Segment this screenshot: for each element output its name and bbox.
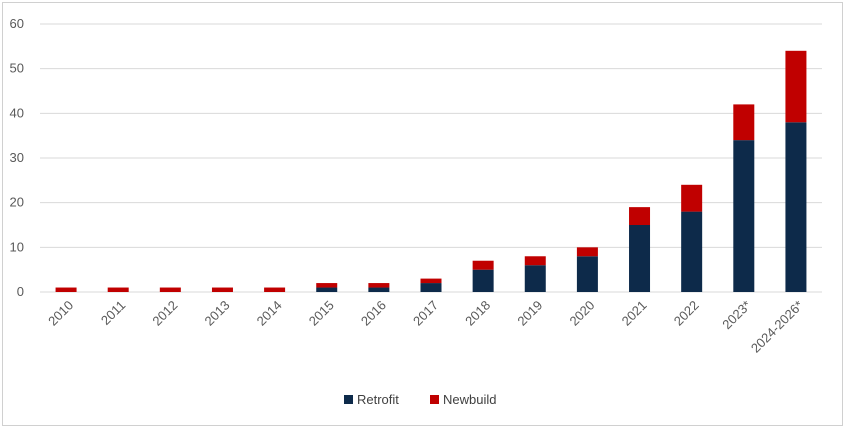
bar-newbuild-2023* [733,104,755,141]
bar-newbuild-2010 [55,287,77,292]
bar-retrofit-2016 [368,287,390,292]
legend: Retrofit Newbuild [344,392,496,407]
x-tick-label: 2018 [462,298,493,329]
bars [55,50,807,293]
y-tick-label: 40 [10,105,24,120]
bar-retrofit-2019 [524,265,546,292]
bar-newbuild-2011 [107,287,129,292]
bar-newbuild-2012 [159,287,181,292]
bar-retrofit-2018 [472,269,494,292]
bar-newbuild-2015 [316,283,338,288]
x-tick-label: 2012 [149,298,180,329]
bar-retrofit-2023* [733,140,755,292]
x-tick-label: 2010 [45,298,76,329]
x-tick-label: 2013 [202,298,233,329]
bar-newbuild-2022 [681,184,703,212]
bar-retrofit-2017 [420,283,442,292]
legend-swatch-newbuild [430,395,439,404]
bar-retrofit-2024-2026* [785,122,807,293]
x-tick-label: 2023* [719,298,754,333]
x-tick-label: 2014 [254,298,285,329]
legend-label-retrofit: Retrofit [357,392,399,407]
bar-retrofit-2022 [681,211,703,292]
bar-newbuild-2024-2026* [785,50,807,123]
bar-newbuild-2017 [420,278,442,284]
x-axis-tick-labels: 2010 2011 2012 2013 2014 2015 2016 2017 2018 2019… [45,298,806,356]
x-tick-label: 2016 [358,298,389,329]
x-tick-label: 2019 [514,298,545,329]
x-tick-label: 2022 [671,298,702,329]
x-tick-label: 2024-2026* [748,298,806,356]
bar-newbuild-2021 [629,207,651,225]
bar-newbuild-2013 [211,287,233,292]
y-tick-label: 50 [10,61,24,76]
chart-frame [2,2,843,426]
bar-newbuild-2018 [472,260,494,270]
x-tick-label: 2020 [566,298,597,329]
bar-retrofit-2021 [629,225,651,292]
bar-retrofit-2020 [576,256,598,292]
bar-retrofit-2015 [316,287,338,292]
x-tick-label: 2011 [98,298,128,328]
bar-newbuild-2019 [524,256,546,266]
y-tick-label: 30 [10,150,24,165]
bar-newbuild-2020 [576,247,598,257]
bar-newbuild-2014 [264,287,286,292]
x-tick-label: 2021 [619,298,650,329]
legend-label-newbuild: Newbuild [443,392,496,407]
y-tick-label: 20 [10,195,24,210]
y-tick-label: 60 [10,16,24,31]
x-tick-label: 2017 [410,298,441,329]
y-tick-label: 0 [17,284,24,299]
y-tick-label: 10 [10,239,24,254]
y-axis-tick-labels: 0 10 20 30 40 50 60 [10,16,24,299]
bar-newbuild-2016 [368,283,390,288]
x-tick-label: 2015 [306,298,337,329]
legend-swatch-retrofit [344,395,353,404]
gridlines [40,23,822,293]
